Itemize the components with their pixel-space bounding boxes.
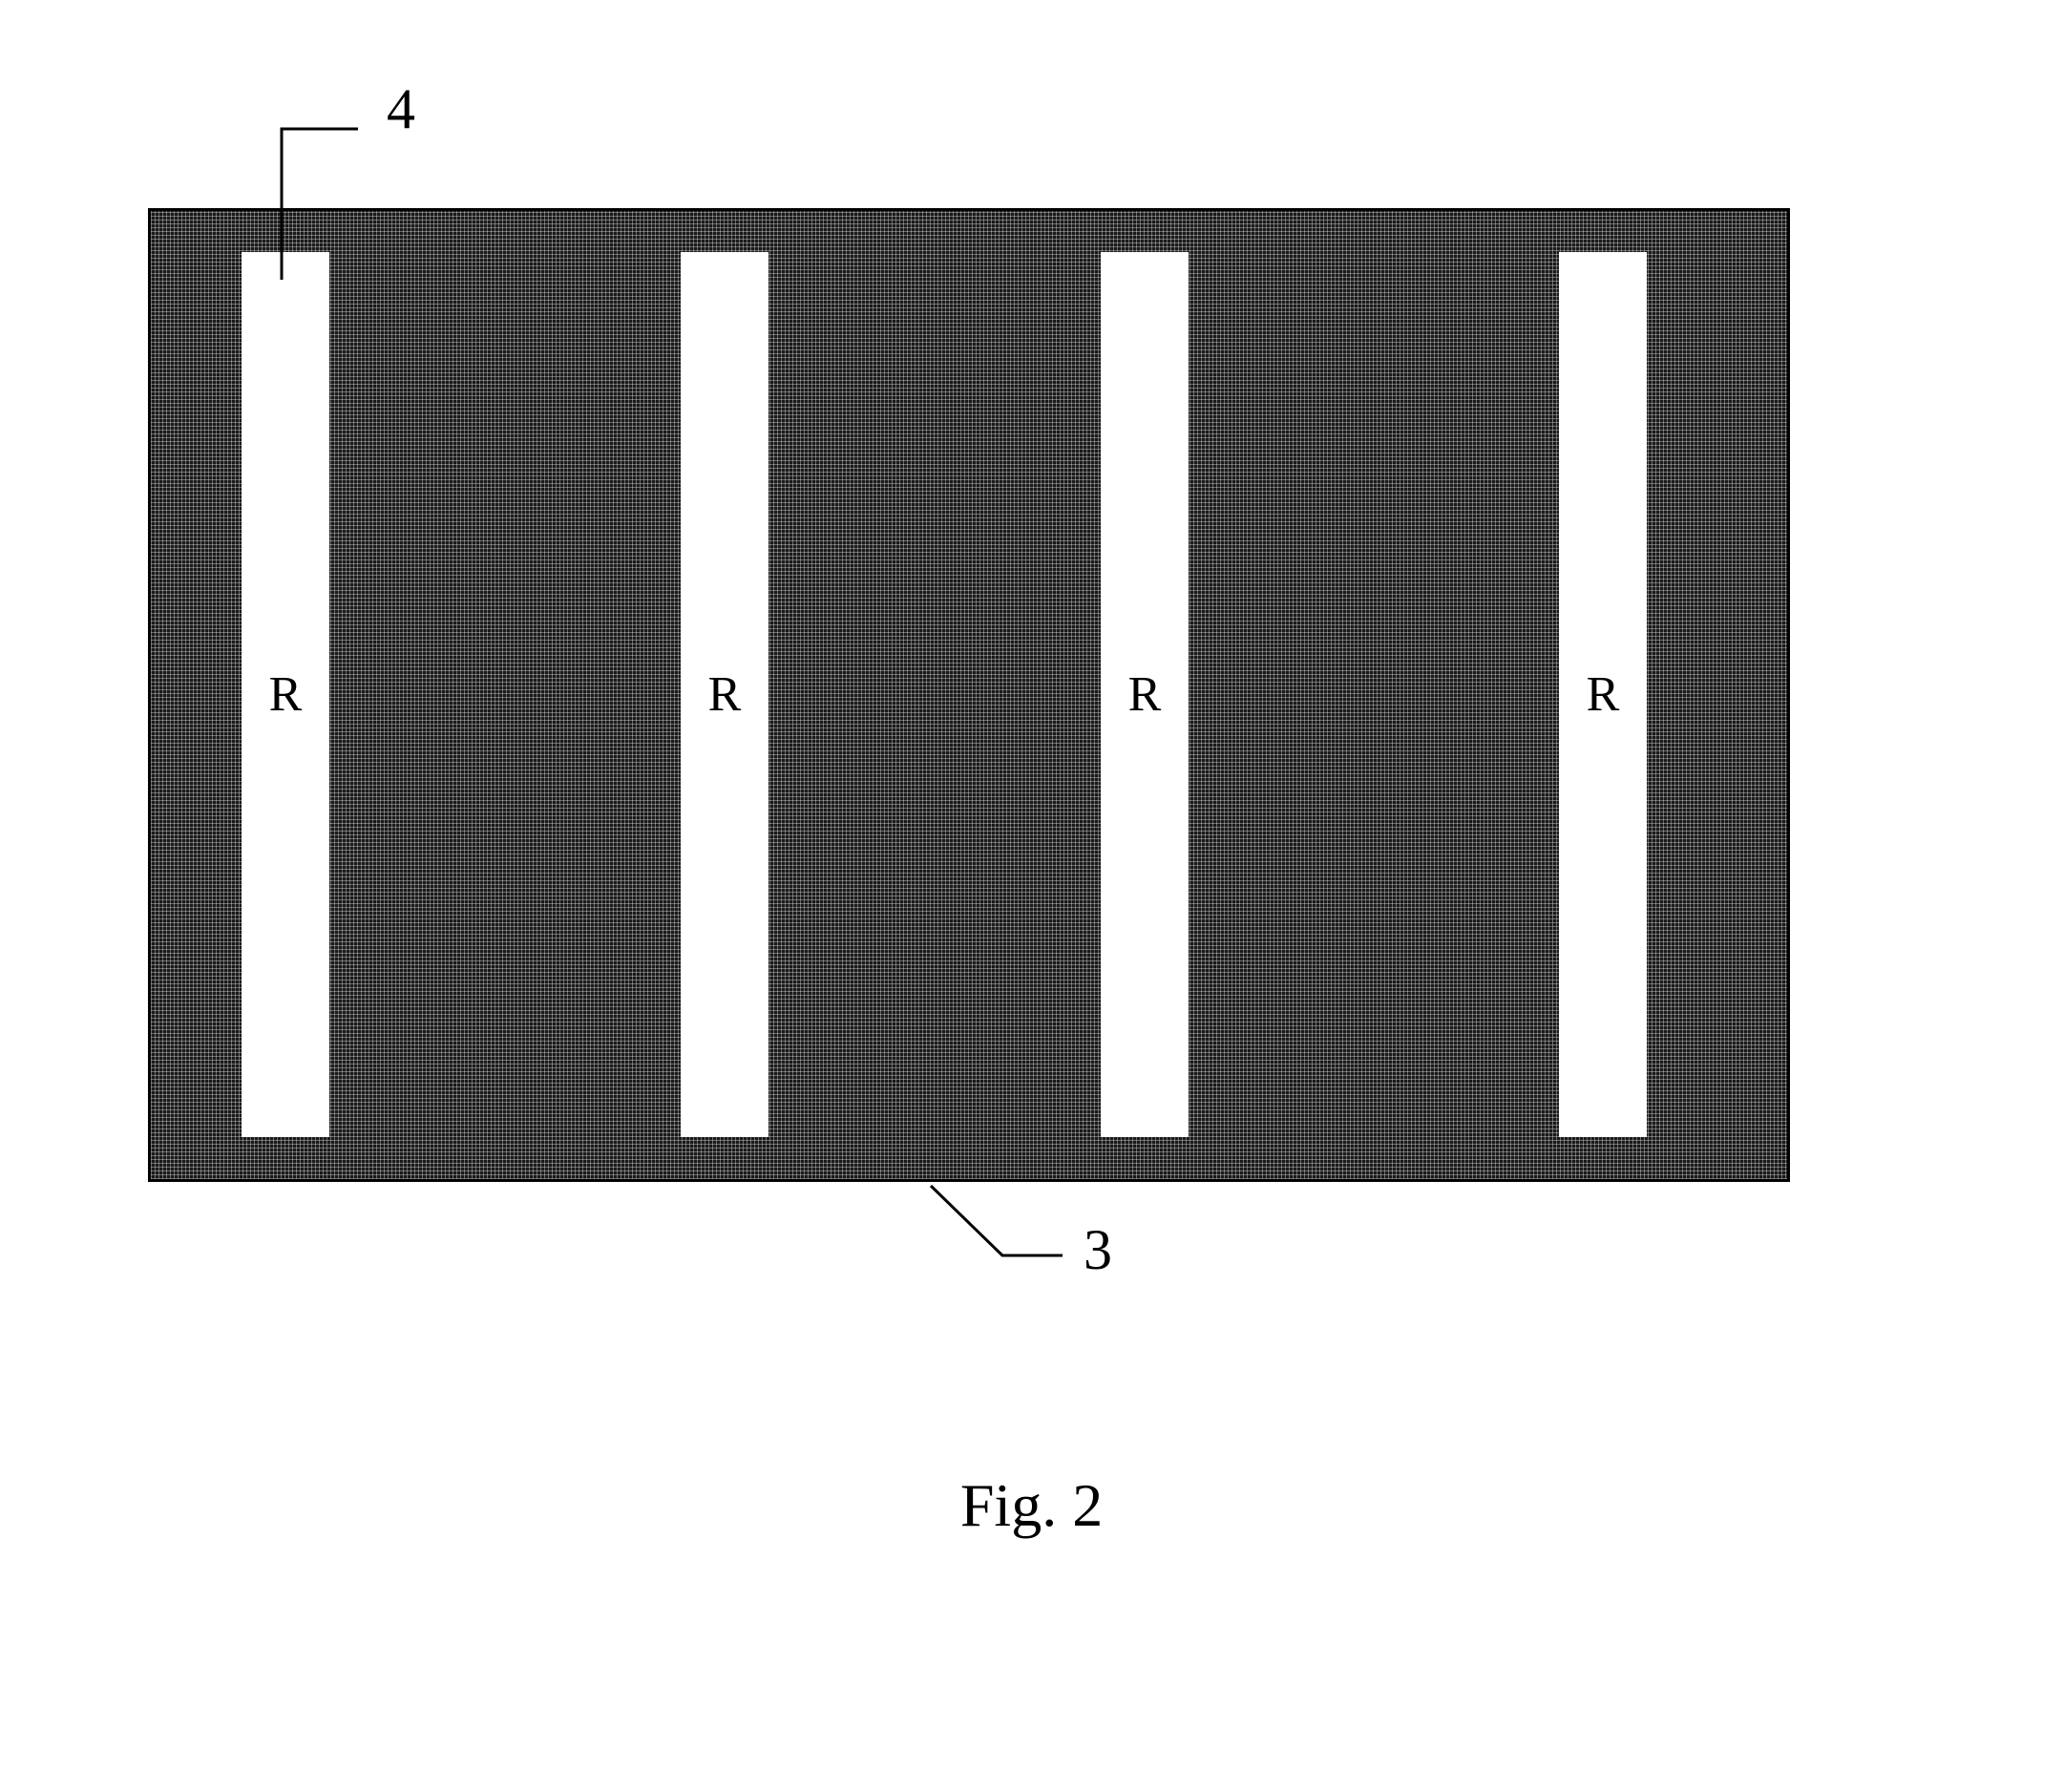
callout-label-3: 3	[1084, 1217, 1112, 1283]
figure-caption: Fig. 2	[0, 1470, 2063, 1541]
figure-container: R R R R 4 3 Fig. 2	[0, 0, 2063, 1792]
